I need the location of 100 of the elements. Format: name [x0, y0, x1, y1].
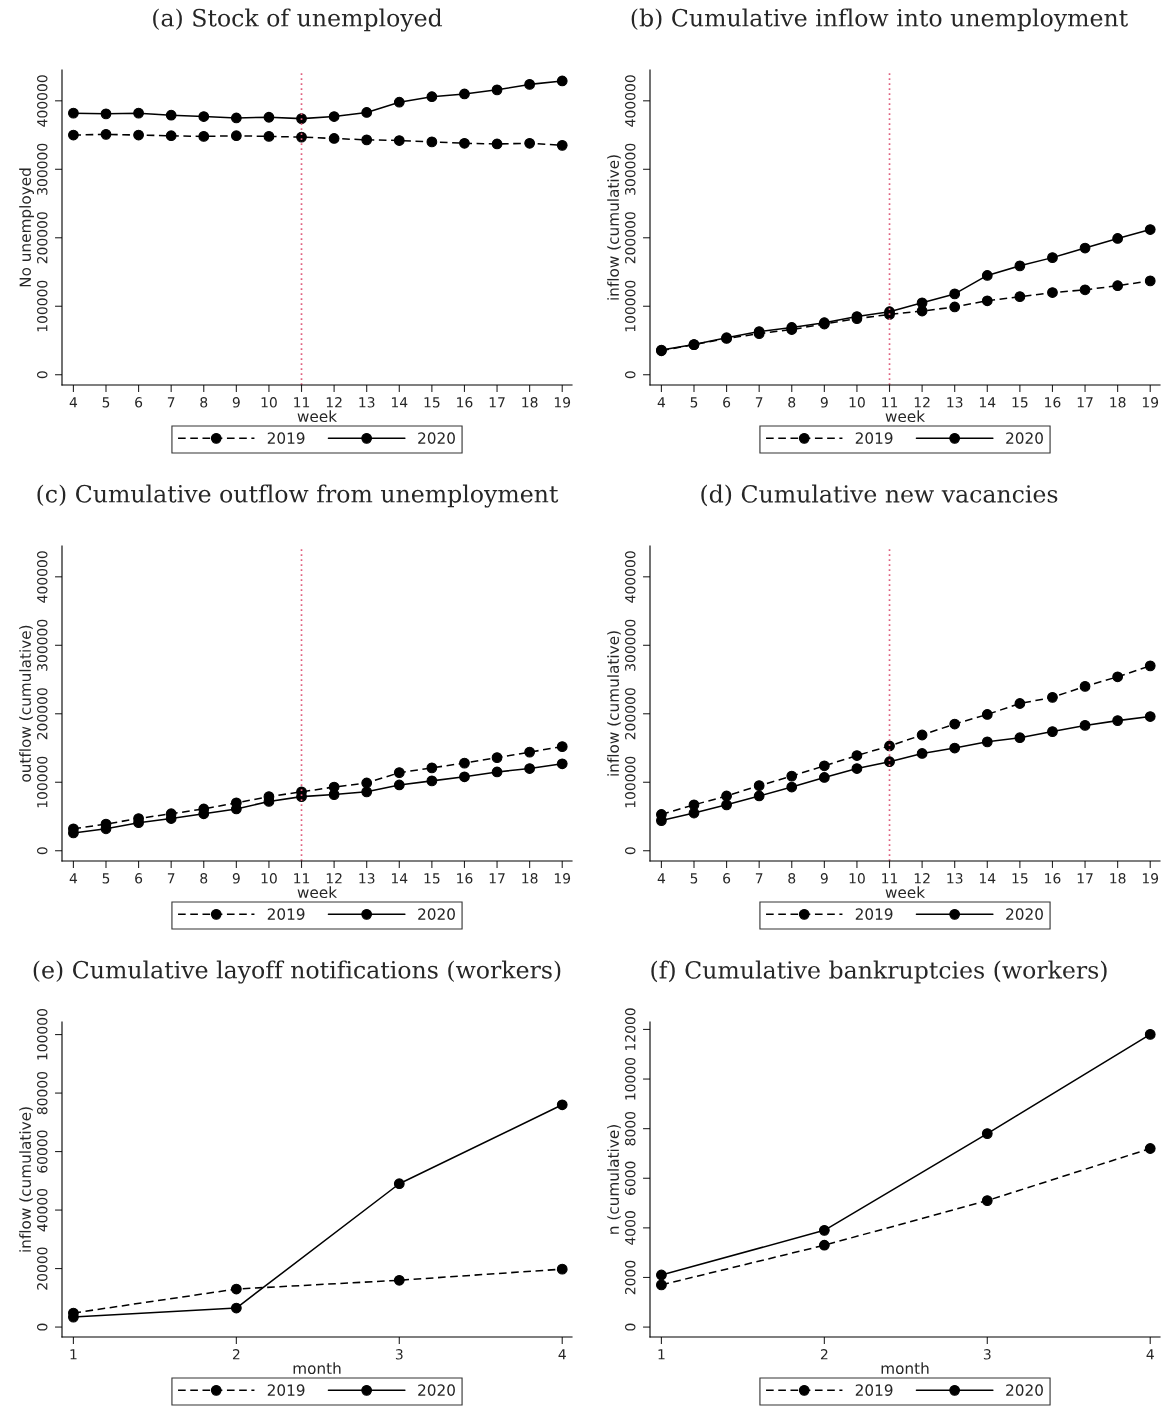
- x-tick-label: 4: [657, 873, 666, 884]
- x-tick-label: 13: [947, 873, 963, 884]
- y-tick-label: 2000: [625, 1260, 636, 1295]
- y-tick-label: 400000: [625, 551, 636, 603]
- y-tick-label: 200000: [625, 212, 636, 264]
- y-axis-title: No unemployed: [19, 168, 34, 287]
- y-tick-label: 80000: [37, 1071, 48, 1115]
- x-tick-label: 2: [820, 1349, 828, 1360]
- x-tick-label: 12: [914, 873, 930, 884]
- y-tick-label: 10000: [625, 1057, 636, 1100]
- x-tick-label: 12: [326, 873, 342, 884]
- y-axis-title: inflow (cumulative): [607, 631, 621, 776]
- x-tick-label: 10: [849, 397, 865, 408]
- y-tick-label: 0: [625, 1323, 636, 1331]
- x-tick-label: 8: [788, 873, 796, 884]
- x-tick-label: 15: [1012, 873, 1028, 884]
- x-tick-label: 19: [554, 873, 571, 884]
- legend-label: 2019: [267, 1384, 305, 1396]
- x-tick-label: 4: [657, 397, 666, 408]
- legend-label: 2020: [418, 1384, 455, 1396]
- x-tick-label: 4: [558, 1349, 566, 1360]
- x-tick-label: 11: [882, 397, 898, 408]
- legend-label: 2020: [1006, 432, 1043, 444]
- y-tick-label: 40000: [37, 1188, 48, 1232]
- x-tick-label: 5: [102, 873, 110, 884]
- y-tick-label: 100000: [625, 280, 636, 332]
- y-axis-title: n (cumulative): [607, 1125, 621, 1234]
- x-tick-label: 9: [232, 397, 240, 408]
- x-tick-label: 13: [947, 397, 963, 408]
- x-axis-title: week: [297, 886, 338, 899]
- x-tick-label: 15: [1012, 397, 1028, 408]
- y-tick-label: 12000: [625, 1008, 636, 1051]
- legend-label: 2019: [267, 432, 305, 444]
- x-tick-label: 18: [1110, 873, 1126, 884]
- x-tick-label: 1: [658, 1349, 665, 1360]
- legend-label: 2020: [1006, 908, 1043, 920]
- y-tick-label: 100000: [37, 1008, 48, 1060]
- y-tick-label: 6000: [625, 1161, 636, 1195]
- x-tick-label: 7: [755, 397, 763, 408]
- y-tick-label: 200000: [625, 688, 636, 740]
- legend-label: 2020: [418, 908, 455, 920]
- x-tick-label: 14: [391, 397, 408, 408]
- x-tick-label: 3: [983, 1349, 991, 1360]
- x-tick-label: 5: [690, 397, 698, 408]
- y-tick-label: 200000: [37, 212, 48, 264]
- x-tick-label: 10: [261, 397, 277, 408]
- x-tick-label: 6: [135, 873, 143, 884]
- x-tick-label: 6: [723, 873, 731, 884]
- x-tick-label: 13: [359, 397, 375, 408]
- y-tick-label: 300000: [625, 619, 636, 671]
- x-tick-label: 16: [457, 873, 473, 884]
- x-tick-label: 16: [1045, 397, 1061, 408]
- x-tick-label: 8: [200, 873, 208, 884]
- x-tick-label: 14: [979, 397, 996, 408]
- y-tick-label: 4000: [625, 1211, 636, 1245]
- x-tick-label: 17: [489, 873, 505, 884]
- x-tick-label: 1: [70, 1349, 77, 1360]
- legend-label: 2019: [855, 1384, 893, 1396]
- x-axis-title: month: [881, 1362, 929, 1375]
- x-tick-label: 4: [1146, 1349, 1154, 1360]
- chart-title: (e) Cumulative layoff notifications (workers): [33, 960, 561, 984]
- x-tick-label: 17: [489, 397, 505, 408]
- y-tick-label: 300000: [37, 143, 48, 195]
- x-tick-label: 11: [882, 873, 898, 884]
- x-tick-label: 17: [1077, 397, 1093, 408]
- y-tick-label: 400000: [625, 75, 636, 127]
- x-tick-label: 2: [232, 1349, 240, 1360]
- x-axis-title: week: [885, 410, 926, 423]
- chart-title: (b) Cumulative inflow into unemployment: [631, 8, 1128, 32]
- x-tick-label: 13: [359, 873, 375, 884]
- x-tick-label: 16: [1045, 873, 1061, 884]
- x-tick-label: 16: [457, 397, 473, 408]
- y-tick-label: 0: [625, 371, 636, 379]
- y-tick-label: 400000: [37, 75, 48, 127]
- x-tick-label: 17: [1077, 873, 1093, 884]
- x-tick-label: 19: [1142, 873, 1159, 884]
- y-tick-label: 60000: [37, 1130, 48, 1173]
- y-tick-label: 0: [37, 371, 48, 379]
- x-tick-label: 10: [261, 873, 277, 884]
- legend-label: 2020: [1006, 1384, 1043, 1396]
- x-tick-label: 14: [391, 873, 408, 884]
- x-tick-label: 18: [522, 397, 538, 408]
- y-tick-label: 0: [625, 847, 636, 855]
- y-tick-label: 300000: [37, 619, 48, 671]
- x-tick-label: 6: [135, 397, 143, 408]
- x-axis-title: week: [297, 410, 338, 423]
- legend-label: 2019: [855, 432, 893, 444]
- x-tick-label: 9: [820, 397, 828, 408]
- x-tick-label: 6: [723, 397, 731, 408]
- y-axis-title: inflow (cumulative): [19, 1107, 33, 1252]
- x-tick-label: 11: [294, 397, 310, 408]
- x-tick-label: 19: [554, 397, 571, 408]
- chart-title: (d) Cumulative new vacancies: [701, 484, 1058, 507]
- x-tick-label: 15: [424, 873, 440, 884]
- y-tick-label: 200000: [37, 688, 48, 740]
- y-axis-title: outflow (cumulative): [19, 625, 33, 782]
- x-tick-label: 18: [522, 873, 538, 884]
- x-tick-label: 9: [820, 873, 828, 884]
- x-tick-label: 4: [69, 397, 78, 408]
- x-tick-label: 4: [69, 873, 78, 884]
